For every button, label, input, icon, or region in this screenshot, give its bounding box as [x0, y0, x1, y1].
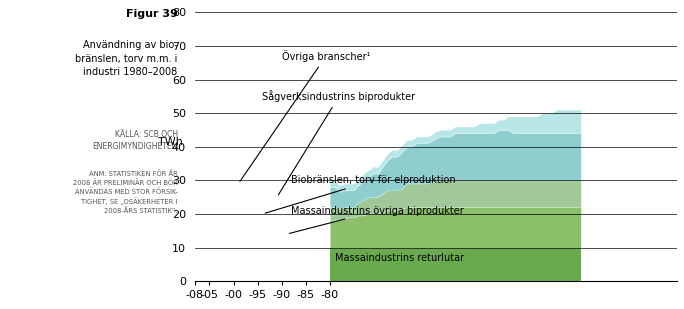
Text: Sågverksindustrins biprodukter: Sågverksindustrins biprodukter	[263, 91, 416, 195]
Text: Massaindustrins returlutar: Massaindustrins returlutar	[334, 253, 464, 263]
Text: Övriga branscher¹: Övriga branscher¹	[240, 50, 370, 181]
Text: Massaindustrins övriga biprodukter: Massaindustrins övriga biprodukter	[289, 205, 464, 234]
Text: Biobränslen, torv för elproduktion: Biobränslen, torv för elproduktion	[265, 176, 456, 213]
Text: KÄLLA: SCB OCH
ENERGIMYNDIGHETEN: KÄLLA: SCB OCH ENERGIMYNDIGHETEN	[92, 130, 178, 150]
Text: ANM. STATISTIKEN FÖR ÅR
2008 ÄR PRELIMINÄR OCH BÖR
ANVÄNDAS MED STOR FÖRSIK-
TIG: ANM. STATISTIKEN FÖR ÅR 2008 ÄR PRELIMIN…	[73, 170, 178, 214]
Text: Figur 39: Figur 39	[126, 9, 178, 19]
Text: Användning av bio-
bränslen, torv m.m. i
industri 1980–2008: Användning av bio- bränslen, torv m.m. i…	[75, 40, 178, 77]
Y-axis label: TWh: TWh	[159, 137, 183, 147]
